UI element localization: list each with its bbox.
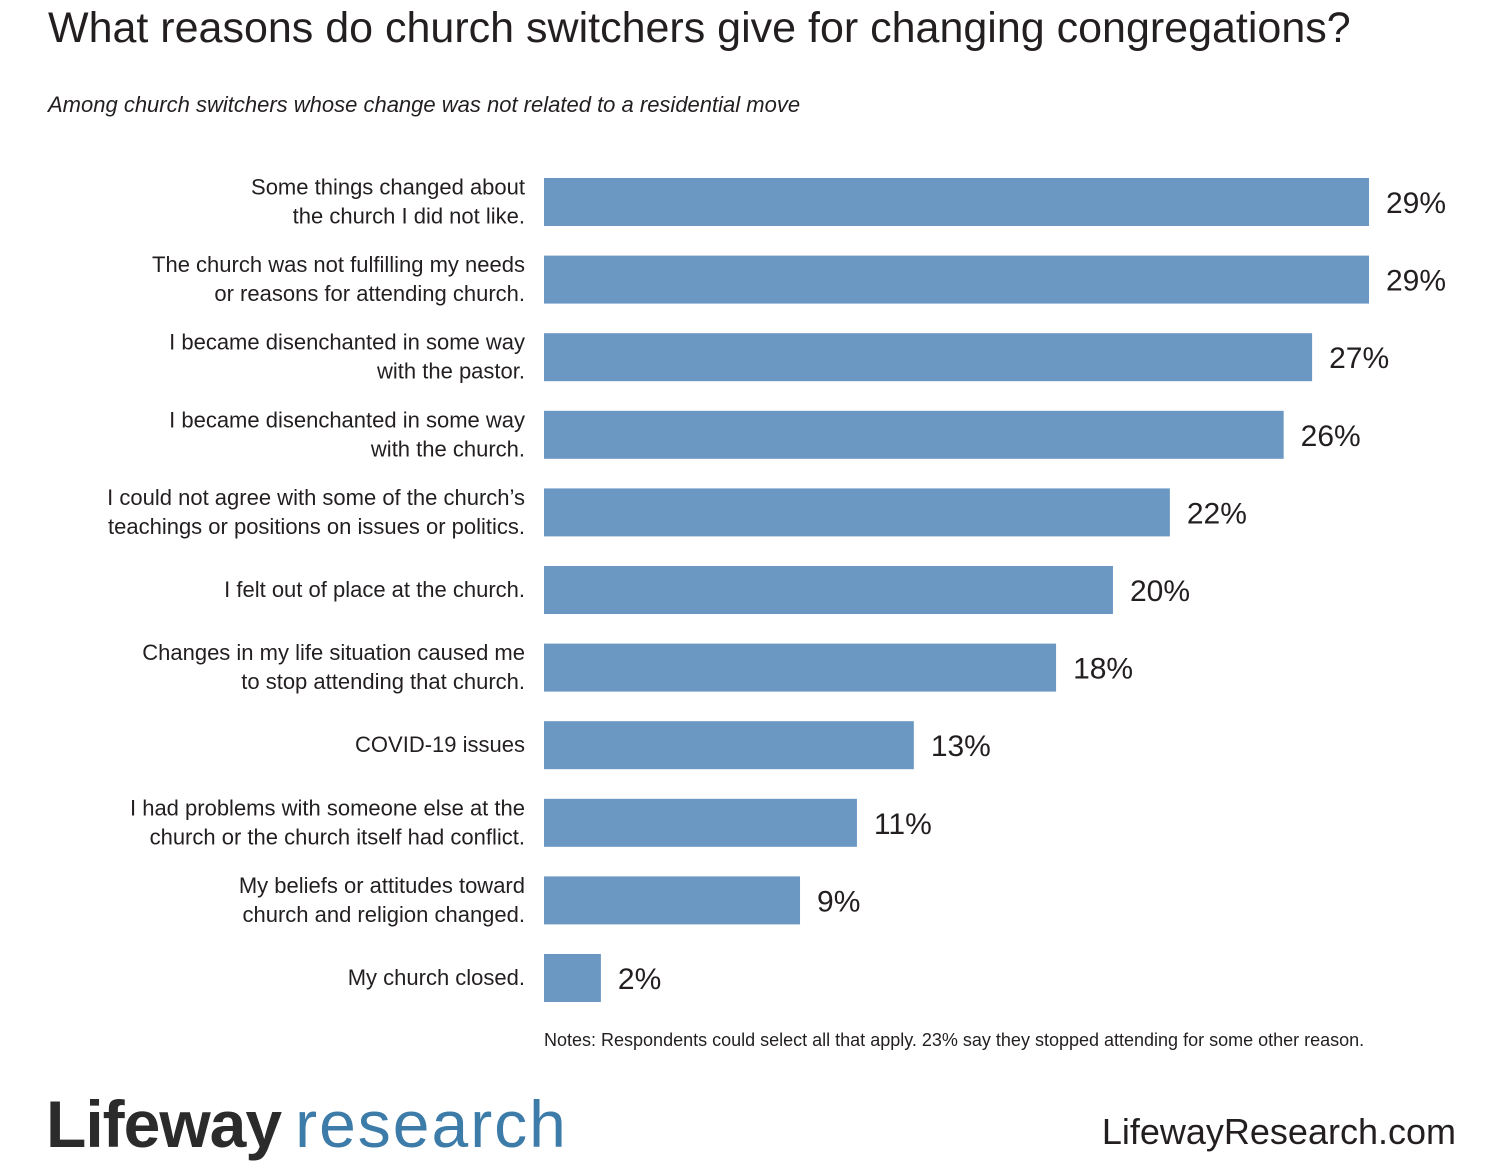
bar-7 (544, 643, 1057, 692)
chart-notes: Notes: Respondents could select all that… (544, 1030, 1365, 1050)
logo-word-lifeway: Lifeway (46, 1087, 282, 1161)
category-label-11: My church closed. (348, 965, 525, 990)
bar-10 (544, 876, 801, 925)
category-label-8: COVID-19 issues (355, 732, 525, 757)
bar-9 (544, 798, 857, 847)
bar-chart: 29% Some things changed about the church I… (107, 175, 1446, 1002)
category-label-1: Some things changed about the church I di… (251, 175, 525, 229)
chart-title: What reasons do church switchers give fo… (48, 4, 1351, 52)
category-label-7: Changes in my life situation caused me to… (142, 640, 525, 694)
bar-5 (544, 488, 1170, 537)
bar-11 (544, 954, 601, 1002)
value-label-8: 13% (931, 730, 991, 763)
category-label-4: I became disenchanted in some way with th… (169, 407, 525, 461)
category-label-6: I felt out of place at the church. (224, 577, 525, 602)
bar-1 (544, 178, 1369, 226)
bar-2 (544, 255, 1369, 304)
value-label-7: 18% (1073, 653, 1133, 686)
category-label-5: I could not agree with some of the churc… (107, 485, 525, 539)
value-label-3: 27% (1329, 342, 1389, 375)
bar-8 (544, 721, 914, 770)
value-label-9: 11% (874, 808, 932, 841)
category-label-3: I became disenchanted in some way with th… (169, 330, 525, 384)
bar-6 (544, 566, 1113, 614)
lifeway-research-logo[interactable]: Lifeway research (46, 1082, 568, 1166)
bar-4 (544, 410, 1284, 459)
bar-3 (544, 333, 1313, 382)
category-label-2: The church was not fulfilling my needs or… (152, 252, 525, 306)
value-label-5: 22% (1187, 497, 1247, 530)
website-link[interactable]: LifewayResearch.com (1101, 1111, 1456, 1152)
value-label-11: 2% (618, 963, 661, 996)
chart-subtitle: Among church switchers whose change was … (48, 92, 801, 117)
value-label-1: 29% (1386, 187, 1446, 220)
category-label-9: I had problems with someone else at the c… (130, 795, 525, 849)
value-label-10: 9% (817, 885, 860, 918)
value-label-6: 20% (1130, 575, 1190, 608)
value-label-2: 29% (1386, 265, 1446, 298)
value-label-4: 26% (1301, 420, 1361, 453)
category-label-10: My beliefs or attitudes toward church and… (239, 873, 525, 927)
logo-word-research: research (295, 1087, 568, 1161)
